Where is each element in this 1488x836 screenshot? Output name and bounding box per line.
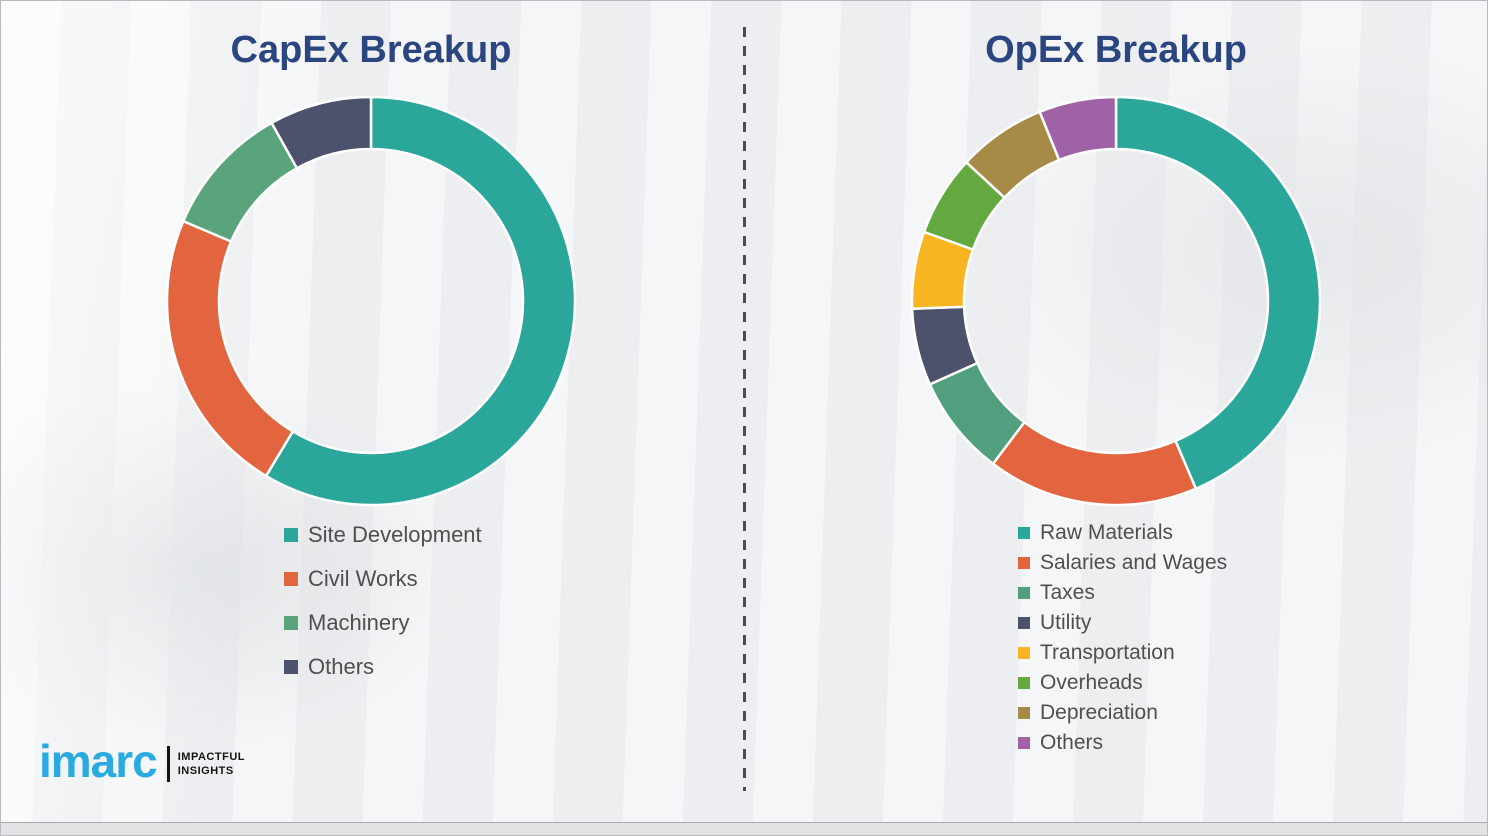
opex-legend-item-utility: Utility bbox=[1018, 608, 1227, 638]
capex-donut-segment-civil-works bbox=[165, 219, 295, 478]
legend-swatch-transportation bbox=[1018, 647, 1030, 659]
capex-donut-svg bbox=[165, 95, 577, 507]
legend-label-salaries-and-wages: Salaries and Wages bbox=[1040, 551, 1228, 574]
opex-legend-item-others: Others bbox=[1018, 728, 1227, 758]
legend-label-others: Others bbox=[1040, 731, 1104, 754]
legend-swatch-overheads bbox=[1018, 677, 1030, 689]
capex-donut-segment-machinery bbox=[182, 121, 299, 243]
legend-label-utility: Utility bbox=[1040, 611, 1092, 634]
imarc-logo: imarc IMPACTFUL INSIGHTS bbox=[39, 735, 245, 787]
legend-swatch-machinery bbox=[284, 616, 298, 630]
opex-legend-item-depreciation: Depreciation bbox=[1018, 698, 1227, 728]
capex-legend-item-others: Others bbox=[284, 645, 482, 689]
legend-label-overheads: Overheads bbox=[1040, 671, 1143, 694]
legend-swatch-taxes bbox=[1018, 587, 1030, 599]
imarc-tagline-line2: INSIGHTS bbox=[177, 765, 234, 777]
legend-swatch-utility bbox=[1018, 617, 1030, 629]
opex-legend-item-salaries-and-wages: Salaries and Wages bbox=[1018, 548, 1227, 578]
opex-donut-segment-others bbox=[1038, 95, 1118, 162]
capex-donut-segment-site-development bbox=[264, 95, 577, 507]
legend-swatch-site-development bbox=[284, 528, 298, 542]
opex-legend-item-overheads: Overheads bbox=[1018, 668, 1227, 698]
legend-label-civil-works: Civil Works bbox=[308, 566, 418, 591]
legend-swatch-salaries-and-wages bbox=[1018, 557, 1030, 569]
imarc-logo-tagline: IMPACTFUL INSIGHTS bbox=[178, 750, 245, 779]
capex-chart-title: CapEx Breakup bbox=[230, 29, 512, 71]
legend-label-raw-materials: Raw Materials bbox=[1040, 521, 1174, 544]
capex-legend: Site Development Civil Works Machinery Othe… bbox=[284, 513, 482, 689]
bottom-edge-strip bbox=[1, 822, 1487, 835]
legend-label-others: Others bbox=[308, 654, 375, 679]
opex-donut-svg bbox=[910, 95, 1322, 507]
capex-legend-item-civil-works: Civil Works bbox=[284, 557, 482, 601]
capex-donut-segment-others bbox=[270, 95, 373, 170]
imarc-tagline-line1: IMPACTFUL bbox=[177, 750, 245, 763]
capex-donut-chart bbox=[161, 91, 581, 511]
capex-legend-item-machinery: Machinery bbox=[284, 601, 482, 645]
opex-legend-item-taxes: Taxes bbox=[1018, 578, 1227, 608]
opex-donut-chart bbox=[906, 91, 1326, 511]
opex-chart-title: OpEx Breakup bbox=[985, 29, 1247, 71]
legend-swatch-others bbox=[1018, 737, 1030, 749]
legend-swatch-raw-materials bbox=[1018, 527, 1030, 539]
legend-label-depreciation: Depreciation bbox=[1040, 701, 1158, 724]
capex-legend-item-site-development: Site Development bbox=[284, 513, 482, 557]
legend-swatch-civil-works bbox=[284, 572, 298, 586]
legend-swatch-depreciation bbox=[1018, 707, 1030, 719]
imarc-logo-wordmark: imarc bbox=[39, 735, 158, 787]
opex-legend-item-transportation: Transportation bbox=[1018, 638, 1227, 668]
opex-donut-segment-salaries-and-wages bbox=[991, 421, 1198, 507]
imarc-logo-divider-bar bbox=[166, 746, 170, 782]
legend-label-site-development: Site Development bbox=[308, 522, 482, 547]
opex-legend-item-raw-materials: Raw Materials bbox=[1018, 518, 1227, 548]
legend-label-transportation: Transportation bbox=[1040, 641, 1175, 664]
legend-label-taxes: Taxes bbox=[1040, 581, 1095, 604]
legend-label-machinery: Machinery bbox=[308, 610, 410, 635]
opex-donut-segment-raw-materials bbox=[1114, 95, 1322, 490]
opex-legend: Raw Materials Salaries and Wages Taxes Util… bbox=[1018, 518, 1227, 758]
legend-swatch-others bbox=[284, 660, 298, 674]
dashed-divider-line bbox=[743, 27, 746, 791]
